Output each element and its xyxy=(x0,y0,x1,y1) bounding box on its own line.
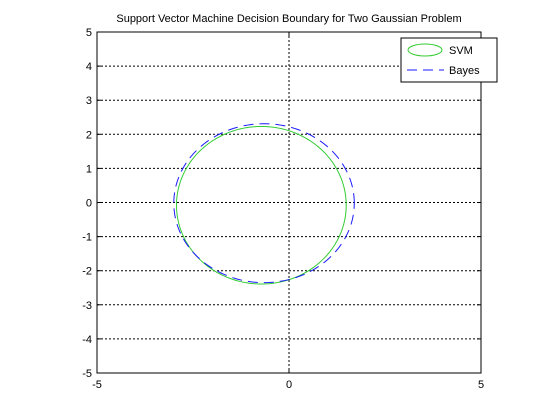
legend-swatch-svm xyxy=(407,43,443,57)
legend: SVM Bayes xyxy=(400,37,498,83)
y-tick-label: 4 xyxy=(86,61,92,73)
legend-label-bayes: Bayes xyxy=(449,65,480,77)
x-tick-label: -5 xyxy=(92,379,102,391)
y-tick-label: -5 xyxy=(82,368,92,380)
series-layer xyxy=(173,123,355,285)
y-tick-label: 2 xyxy=(86,129,92,141)
chart-title: Support Vector Machine Decision Boundary… xyxy=(116,13,461,25)
y-tick-label: -1 xyxy=(82,232,92,244)
legend-box xyxy=(400,37,498,83)
legend-label-svm: SVM xyxy=(449,45,473,57)
grid-lines xyxy=(97,32,481,373)
axis-ticks: -5 0 5 -5 -4 -3 -2 -1 0 1 2 3 4 5 xyxy=(82,27,484,391)
y-tick-label: 5 xyxy=(86,27,92,39)
y-tick-label: 0 xyxy=(86,198,92,210)
y-tick-label: -2 xyxy=(82,266,92,278)
x-tick-label: 5 xyxy=(478,379,484,391)
y-tick-label: 3 xyxy=(86,95,92,107)
y-tick-label: -4 xyxy=(82,334,92,346)
series-line-svm xyxy=(175,125,347,285)
x-tick-label: 0 xyxy=(286,379,292,391)
series-line-bayes xyxy=(173,123,355,284)
y-tick-label: -3 xyxy=(82,300,92,312)
y-tick-label: 1 xyxy=(86,163,92,175)
